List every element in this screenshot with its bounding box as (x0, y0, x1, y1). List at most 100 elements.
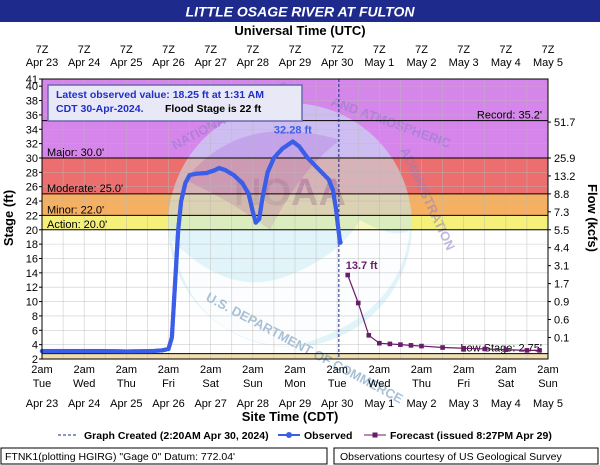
bottom-tick-date: Apr 25 (110, 398, 142, 410)
flow-tick-label: 1.7 (554, 279, 569, 291)
bottom-tick-date: Apr 24 (68, 398, 100, 410)
forecast-start-label: 13.7 ft (346, 260, 378, 272)
y-tick-label: 34 (26, 124, 38, 136)
flow-tick-label: 13.2 (554, 171, 575, 183)
bottom-tick-date: Apr 28 (237, 398, 269, 410)
threshold-label-1: Moderate: 25.0' (47, 183, 123, 195)
footer-datum: FTNK1(plotting HGIRG) "Gage 0" Datum: 77… (5, 451, 235, 463)
top-tick-date: May 2 (407, 57, 437, 69)
threshold-label-5: Low Stage: 2.75' (460, 343, 542, 355)
legend-observed: Observed (304, 430, 352, 442)
flow-tick-label: 4.4 (554, 243, 569, 255)
y-tick-label: 38 (26, 96, 38, 108)
flow-tick-label: 5.5 (554, 225, 569, 237)
flow-tick-label: 0.6 (554, 315, 569, 327)
bottom-tick-weekday: Thu (412, 378, 431, 390)
top-tick-time: 7Z (120, 44, 133, 56)
forecast-point (366, 333, 372, 338)
forecast-point (524, 348, 530, 353)
y-tick-label: 20 (26, 225, 38, 237)
top-tick-date: Apr 30 (321, 57, 353, 69)
top-tick-date: May 5 (533, 57, 563, 69)
bottom-tick-time: 2am (411, 364, 432, 376)
bottom-tick-time: 2am (158, 364, 179, 376)
y-tick-label: 2 (32, 354, 38, 366)
bottom-tick-time: 2am (242, 364, 263, 376)
y-tick-label: 26 (26, 182, 38, 194)
latest-observed-box: Latest observed value: 18.25 ft at 1:31 … (47, 84, 303, 122)
flow-tick-label: 25.9 (554, 153, 575, 165)
forecast-point (419, 343, 424, 349)
legend-forecast: Forecast (issued 8:27PM Apr 29) (390, 430, 552, 442)
forecast-point (387, 341, 393, 347)
flow-tick-label: 7.3 (554, 207, 569, 219)
y-tick-label: 30 (26, 153, 38, 165)
y-tick-label: 14 (26, 268, 38, 280)
y-tick-label: 4 (32, 340, 38, 352)
bottom-tick-date: May 4 (491, 398, 521, 410)
bottom-tick-time: 2am (369, 364, 390, 376)
bottom-tick-weekday: Fri (162, 378, 175, 390)
forecast-point (408, 343, 414, 348)
bottom-tick-weekday: Thu (117, 378, 136, 390)
plot-frame (41, 78, 549, 360)
flow-tick-label: 8.8 (554, 189, 569, 201)
latest-line-2: CDT 30-Apr-2024. (56, 103, 144, 115)
bottom-tick-date: May 2 (407, 398, 437, 410)
threshold-label-4: Record: 35.2' (477, 110, 542, 122)
top-tick-time: 7Z (162, 44, 175, 56)
top-tick-date: Apr 26 (152, 57, 184, 69)
y-tick-label: 22 (26, 210, 38, 222)
top-axis-title: Universal Time (UTC) (234, 23, 365, 38)
y-tick-label: 6 (32, 325, 38, 337)
y-axis-title: Stage (ft) (1, 190, 16, 246)
top-tick-time: 7Z (36, 44, 49, 56)
bottom-tick-weekday: Sat (498, 378, 515, 390)
bottom-tick-time: 2am (453, 364, 474, 376)
bottom-tick-time: 2am (116, 364, 137, 376)
top-tick-time: 7Z (289, 44, 302, 56)
top-tick-time: 7Z (331, 44, 344, 56)
forecast-point (398, 342, 403, 347)
top-tick-date: May 1 (364, 57, 394, 69)
bottom-tick-time: 2am (495, 364, 516, 376)
bottom-tick-time: 2am (326, 364, 347, 376)
top-tick-date: Apr 23 (26, 57, 58, 69)
threshold-label-0: Major: 30.0' (47, 147, 104, 159)
data-series: 32.28 ft 13.7 ft (39, 79, 542, 359)
bottom-tick-time: 2am (284, 364, 305, 376)
threshold-label-2: Minor: 22.0' (47, 204, 104, 216)
bottom-tick-weekday: Sat (202, 378, 219, 390)
bottom-tick-date: May 3 (449, 398, 479, 410)
bottom-tick-date: May 1 (364, 398, 394, 410)
footer-courtesy: Observations courtesy of US Geological S… (340, 451, 563, 463)
y-tick-label: 40 (26, 81, 38, 93)
top-tick-date: Apr 24 (68, 57, 100, 69)
top-tick-date: May 4 (491, 57, 521, 69)
bottom-tick-weekday: Tue (328, 378, 347, 390)
latest-line-1: Latest observed value: 18.25 ft at 1:31 … (56, 89, 264, 101)
observed-point-latest (337, 239, 343, 245)
y-tick-label: 36 (26, 110, 38, 122)
bottom-tick-weekday: Mon (284, 378, 305, 390)
bottom-tick-time: 2am (537, 364, 558, 376)
bottom-tick-time: 2am (31, 364, 52, 376)
flow-tick-label: 51.7 (554, 117, 575, 129)
bottom-tick-weekday: Tue (33, 378, 52, 390)
flow-tick-label: 3.1 (554, 261, 569, 273)
flow-tick-label: 0.9 (554, 297, 569, 309)
bottom-tick-time: 2am (200, 364, 221, 376)
bottom-tick-date: Apr 26 (152, 398, 184, 410)
threshold-lines: Major: 30.0' Moderate: 25.0' Minor: 22.0' A… (42, 110, 548, 355)
forecast-point (503, 347, 509, 352)
bottom-tick-date: Apr 30 (321, 398, 353, 410)
top-tick-time: 7Z (204, 44, 217, 56)
bottom-tick-weekday: Sun (538, 378, 558, 390)
bottom-tick-weekday: Wed (73, 378, 95, 390)
top-tick-time: 7Z (246, 44, 259, 56)
bottom-tick-date: May 5 (533, 398, 563, 410)
bottom-tick-weekday: Wed (368, 378, 390, 390)
y-tick-label: 32 (26, 139, 38, 151)
y-tick-label: 18 (26, 239, 38, 251)
legend: Graph Created (2:20AM Apr 30, 2024) Obse… (58, 430, 552, 442)
